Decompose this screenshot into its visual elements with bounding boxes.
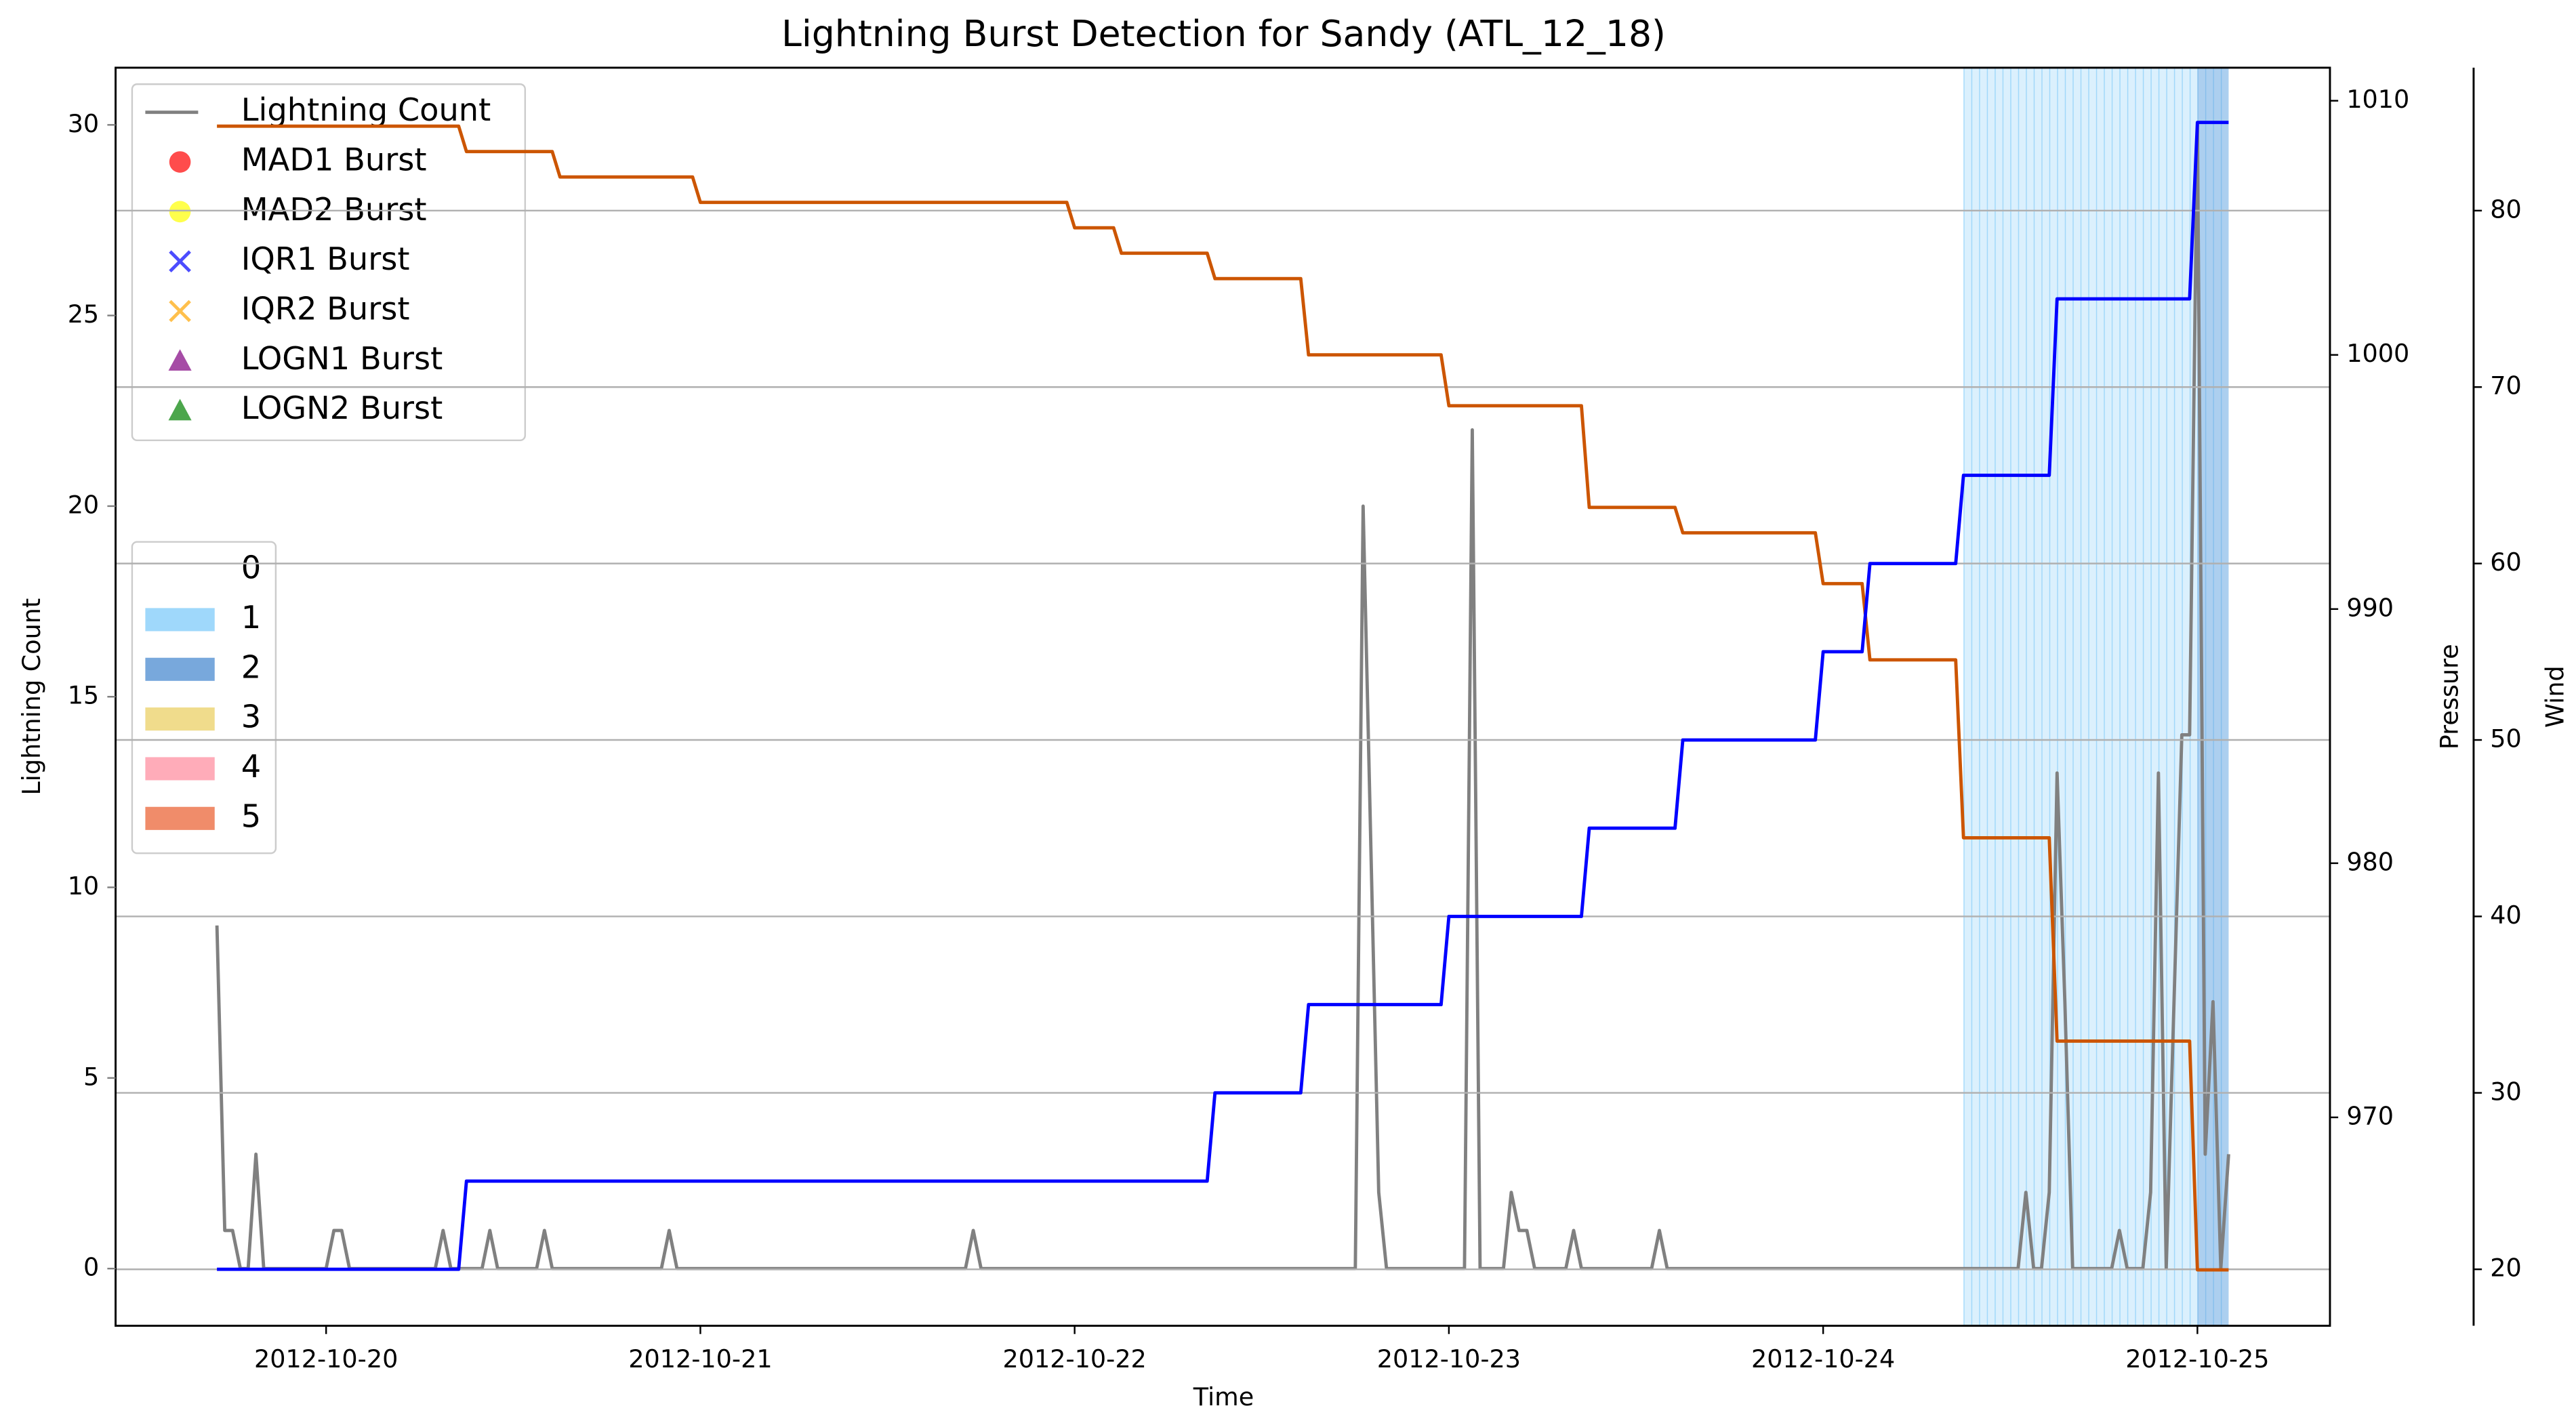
y3-tick-label: 80 [2490, 194, 2522, 224]
legend-marker [169, 250, 191, 273]
x-tick-label: 2012-10-21 [628, 1344, 772, 1374]
y-axis-label: Lightning Count [17, 598, 46, 796]
legend-label: IQR2 Burst [241, 291, 410, 327]
y3-tick-label: 70 [2490, 371, 2522, 400]
legend-label: LOGN2 Burst [241, 390, 443, 426]
legend-label: LOGN1 Burst [241, 340, 443, 377]
legend-label: IQR1 Burst [241, 241, 410, 277]
y2-axis-label: Pressure [2434, 644, 2463, 749]
y2-tick-label: 980 [2346, 847, 2394, 876]
legend-marker [168, 398, 192, 421]
legend-patch [145, 657, 215, 681]
y-tick-label: 15 [68, 681, 100, 710]
line-series [217, 121, 2229, 1271]
chart-title: Lightning Burst Detection for Sandy (ATL… [781, 12, 1666, 55]
legend-label: 2 [241, 648, 261, 685]
legend-label: MAD2 Burst [241, 191, 427, 228]
legend: 0 1 2 3 4 5 [131, 541, 277, 854]
legend-patch [145, 707, 215, 731]
legend-label: 3 [241, 699, 261, 735]
x-axis-label: Time [1193, 1382, 1254, 1411]
x-tick-label: 2012-10-25 [2125, 1344, 2269, 1374]
x-tick-label: 2012-10-24 [1751, 1344, 1895, 1374]
y-tick-label: 5 [83, 1062, 99, 1091]
legend-label: 1 [241, 599, 261, 636]
y3-tick-label: 50 [2490, 724, 2522, 753]
y3-tick-label: 60 [2490, 548, 2522, 577]
legend-box [131, 83, 527, 442]
legend-label: Lightning Count [241, 91, 491, 128]
x-tick-label: 2012-10-22 [1003, 1344, 1147, 1374]
legend-patch [145, 757, 215, 781]
legend: Lightning Count MAD1 Burst MAD2 Burst IQR1 … [131, 83, 527, 442]
legend-patch [145, 806, 215, 830]
legend-marker [169, 300, 191, 323]
y-tick-label: 30 [68, 109, 100, 138]
legend-label: MAD1 Burst [241, 142, 427, 178]
span-stripes [1963, 67, 2229, 1326]
legend-label: 4 [241, 748, 261, 785]
y3-tick-label: 30 [2490, 1077, 2522, 1106]
y-tick-label: 10 [68, 871, 100, 901]
y3-axis-label: Wind [2540, 665, 2569, 728]
y2-tick-label: 990 [2346, 593, 2394, 622]
legend-marker [169, 151, 191, 173]
y2-tick-label: 970 [2346, 1101, 2394, 1130]
y2-tick-label: 1000 [2346, 339, 2409, 368]
y-tick-label: 25 [68, 300, 100, 329]
y-tick-label: 20 [68, 490, 100, 519]
line-series [217, 124, 2229, 1272]
y-tick-label: 0 [83, 1253, 99, 1282]
legend-label: 5 [241, 798, 261, 834]
legend-patch [145, 608, 215, 632]
legend-marker [169, 201, 191, 223]
legend-label: 0 [241, 550, 261, 586]
legend-patch [145, 558, 215, 582]
y2-tick-label: 1010 [2346, 85, 2409, 114]
y3-tick-label: 40 [2490, 901, 2522, 930]
y3-tick-label: 20 [2490, 1254, 2522, 1283]
legend-marker [168, 349, 192, 371]
x-tick-label: 2012-10-23 [1377, 1344, 1521, 1374]
x-tick-label: 2012-10-20 [254, 1344, 398, 1374]
